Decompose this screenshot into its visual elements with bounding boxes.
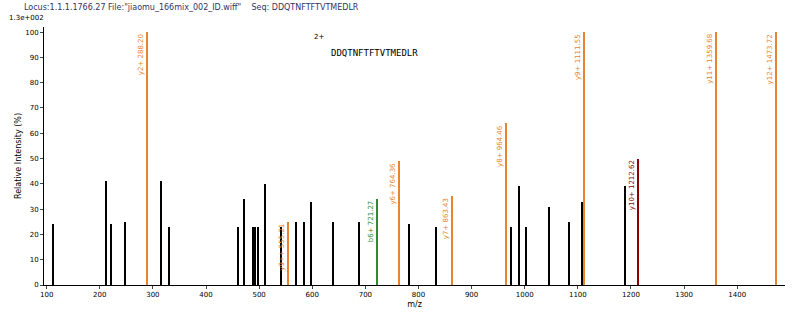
svg-text:y9+ 1111.55: y9+ 1111.55 [574, 34, 582, 80]
svg-text:y7+ 863.43: y7+ 863.43 [442, 198, 450, 239]
svg-text:1200: 1200 [622, 291, 640, 299]
svg-text:1300: 1300 [675, 291, 693, 299]
svg-text:DDQTNFTFTVTMEDLR: DDQTNFTFTVTMEDLR [331, 48, 418, 58]
svg-text:100: 100 [40, 291, 53, 299]
svg-text:y8+ 964.46: y8+ 964.46 [496, 125, 504, 167]
svg-text:1.3e+002: 1.3e+002 [9, 14, 44, 22]
svg-text:y12+ 1473.72: y12+ 1473.72 [766, 34, 774, 84]
svg-text:90: 90 [30, 54, 39, 62]
svg-text:800: 800 [412, 291, 425, 299]
svg-text:40: 40 [30, 180, 39, 188]
svg-text:1100: 1100 [569, 291, 587, 299]
svg-text:b6+ 721.27: b6+ 721.27 [367, 201, 375, 242]
svg-text:60: 60 [30, 130, 39, 138]
svg-text:Relative Intensity (%): Relative Intensity (%) [14, 113, 23, 199]
svg-text:70: 70 [30, 104, 39, 112]
svg-text:y6+ 764.36: y6+ 764.36 [389, 163, 397, 205]
svg-text:y2+ 288.20: y2+ 288.20 [137, 34, 145, 75]
svg-text:100: 100 [25, 29, 38, 37]
svg-text:y10+ 1212.62: y10+ 1212.62 [628, 160, 636, 210]
svg-text:300: 300 [146, 291, 159, 299]
svg-text:y11+ 1359.68: y11+ 1359.68 [706, 34, 714, 84]
svg-text:20: 20 [30, 231, 39, 239]
svg-text:10: 10 [30, 256, 39, 264]
svg-text:80: 80 [30, 79, 39, 87]
svg-text:200: 200 [93, 291, 106, 299]
svg-text:y9++ 555.21: y9++ 555.21 [278, 224, 286, 271]
svg-text:700: 700 [359, 291, 372, 299]
svg-text:1000: 1000 [516, 291, 534, 299]
svg-text:50: 50 [30, 155, 39, 163]
svg-text:m/z: m/z [407, 300, 422, 309]
svg-text:600: 600 [306, 291, 319, 299]
svg-text:1400: 1400 [728, 291, 746, 299]
svg-text:30: 30 [30, 206, 39, 214]
svg-text:Locus:1.1.1.1766.27 File:"jiao: Locus:1.1.1.1766.27 File:"jiaomu_166mix_… [24, 3, 359, 12]
svg-text:400: 400 [199, 291, 212, 299]
svg-text:0: 0 [34, 281, 38, 289]
svg-text:900: 900 [465, 291, 478, 299]
svg-text:2+: 2+ [314, 33, 324, 41]
svg-text:500: 500 [252, 291, 265, 299]
